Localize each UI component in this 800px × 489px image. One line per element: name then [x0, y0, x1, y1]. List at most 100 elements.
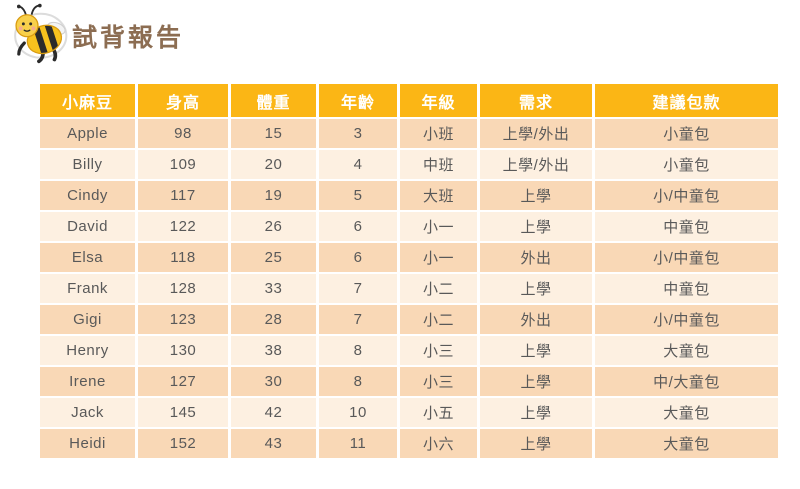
table-cell: 109 — [138, 150, 228, 179]
table-row: Henry 130 38 8 小三 上學 大童包 — [40, 336, 778, 365]
table-cell: 小一 — [400, 243, 477, 272]
table-cell: 小童包 — [595, 150, 778, 179]
table-cell: 8 — [319, 336, 397, 365]
column-header: 建議包款 — [595, 84, 778, 117]
table-cell: 130 — [138, 336, 228, 365]
table-cell: 大童包 — [595, 336, 778, 365]
column-header: 需求 — [480, 84, 592, 117]
table-cell: Billy — [40, 150, 135, 179]
table-cell: Elsa — [40, 243, 135, 272]
table-cell: David — [40, 212, 135, 241]
table-row: Heidi 152 43 11 小六 上學 大童包 — [40, 429, 778, 458]
table-cell: 大童包 — [595, 398, 778, 427]
table-cell: 145 — [138, 398, 228, 427]
table-cell: 上學 — [480, 367, 592, 396]
table-cell: 上學 — [480, 398, 592, 427]
table-cell: 小童包 — [595, 119, 778, 148]
column-header: 體重 — [231, 84, 316, 117]
table-cell: 中童包 — [595, 212, 778, 241]
table-cell: 42 — [231, 398, 316, 427]
table-cell: 外出 — [480, 305, 592, 334]
table-cell: Jack — [40, 398, 135, 427]
title-bar: 試背報告 — [6, 2, 184, 64]
column-header: 小麻豆 — [40, 84, 135, 117]
table-cell: 小二 — [400, 305, 477, 334]
table-cell: 4 — [319, 150, 397, 179]
table-cell: 上學/外出 — [480, 119, 592, 148]
table-cell: 小二 — [400, 274, 477, 303]
table-cell: Frank — [40, 274, 135, 303]
table-cell: 19 — [231, 181, 316, 210]
table-cell: 118 — [138, 243, 228, 272]
table-cell: 30 — [231, 367, 316, 396]
table-cell: 3 — [319, 119, 397, 148]
table-cell: 小三 — [400, 336, 477, 365]
table-cell: 33 — [231, 274, 316, 303]
table-cell: 8 — [319, 367, 397, 396]
table-cell: 小五 — [400, 398, 477, 427]
table-row: Elsa 118 25 6 小一 外出 小/中童包 — [40, 243, 778, 272]
table-row: Jack 145 42 10 小五 上學 大童包 — [40, 398, 778, 427]
table-cell: 6 — [319, 243, 397, 272]
table-cell: 26 — [231, 212, 316, 241]
table-cell: 127 — [138, 367, 228, 396]
table-row: Irene 127 30 8 小三 上學 中/大童包 — [40, 367, 778, 396]
table-cell: 25 — [231, 243, 316, 272]
table-cell: 6 — [319, 212, 397, 241]
table-row: David 122 26 6 小一 上學 中童包 — [40, 212, 778, 241]
table-cell: 28 — [231, 305, 316, 334]
column-header: 年齡 — [319, 84, 397, 117]
table-row: Cindy 117 19 5 大班 上學 小/中童包 — [40, 181, 778, 210]
table-cell: Irene — [40, 367, 135, 396]
table-cell: 122 — [138, 212, 228, 241]
table-cell: 上學 — [480, 212, 592, 241]
table-cell: 小/中童包 — [595, 181, 778, 210]
table-cell: 98 — [138, 119, 228, 148]
report-table: 小麻豆 身高 體重 年齡 年級 需求 建議包款 Apple 98 15 3 小班 上學/外出 小童包 Bi… — [37, 82, 781, 460]
table-cell: 上學/外出 — [480, 150, 592, 179]
table-cell: 小一 — [400, 212, 477, 241]
table-cell: 上學 — [480, 429, 592, 458]
table-cell: 152 — [138, 429, 228, 458]
table-cell: 7 — [319, 274, 397, 303]
table-row: Billy 109 20 4 中班 上學/外出 小童包 — [40, 150, 778, 179]
table-cell: Henry — [40, 336, 135, 365]
table-cell: 外出 — [480, 243, 592, 272]
table-cell: Cindy — [40, 181, 135, 210]
table-cell: 小三 — [400, 367, 477, 396]
report-table-container: 小麻豆 身高 體重 年齡 年級 需求 建議包款 Apple 98 15 3 小班 上學/外出 小童包 Bi… — [37, 82, 778, 460]
table-cell: 上學 — [480, 336, 592, 365]
table-cell: 123 — [138, 305, 228, 334]
bee-icon — [14, 3, 68, 64]
table-cell: 5 — [319, 181, 397, 210]
table-cell: 中/大童包 — [595, 367, 778, 396]
table-cell: 43 — [231, 429, 316, 458]
table-cell: 上學 — [480, 274, 592, 303]
table-cell: 11 — [319, 429, 397, 458]
table-cell: 128 — [138, 274, 228, 303]
table-cell: 20 — [231, 150, 316, 179]
table-cell: 大班 — [400, 181, 477, 210]
table-cell: 中童包 — [595, 274, 778, 303]
table-cell: 小/中童包 — [595, 305, 778, 334]
table-cell: 38 — [231, 336, 316, 365]
table-cell: 上學 — [480, 181, 592, 210]
table-row: Frank 128 33 7 小二 上學 中童包 — [40, 274, 778, 303]
table-cell: 中班 — [400, 150, 477, 179]
table-cell: 小/中童包 — [595, 243, 778, 272]
table-cell: 15 — [231, 119, 316, 148]
table-header-row: 小麻豆 身高 體重 年齡 年級 需求 建議包款 — [40, 84, 778, 117]
table-row: Gigi 123 28 7 小二 外出 小/中童包 — [40, 305, 778, 334]
table-cell: 117 — [138, 181, 228, 210]
table-cell: Apple — [40, 119, 135, 148]
table-cell: 小班 — [400, 119, 477, 148]
table-row: Apple 98 15 3 小班 上學/外出 小童包 — [40, 119, 778, 148]
table-cell: 大童包 — [595, 429, 778, 458]
column-header: 身高 — [138, 84, 228, 117]
table-cell: 小六 — [400, 429, 477, 458]
column-header: 年級 — [400, 84, 477, 117]
table-cell: Gigi — [40, 305, 135, 334]
page-title: 試背報告 — [72, 24, 185, 52]
table-cell: Heidi — [40, 429, 135, 458]
